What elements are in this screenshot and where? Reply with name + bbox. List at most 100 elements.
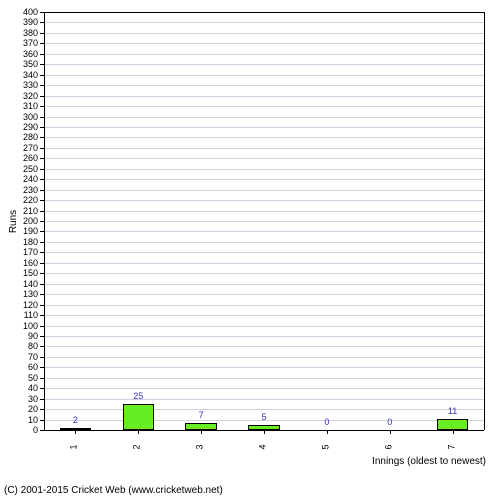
y-tick-label: 310 [16, 101, 38, 111]
y-tick-label: 40 [16, 383, 38, 393]
y-tick-label: 80 [16, 341, 38, 351]
y-tick-label: 250 [16, 164, 38, 174]
grid-line [44, 273, 484, 274]
y-tick-label: 100 [16, 321, 38, 331]
y-tick-label: 210 [16, 206, 38, 216]
y-tick-label: 380 [16, 28, 38, 38]
y-tick-label: 290 [16, 122, 38, 132]
bar-value-label: 0 [387, 417, 392, 427]
x-axis-label: Innings (oldest to newest) [372, 456, 486, 467]
grid-line [44, 117, 484, 118]
y-tick-label: 10 [16, 415, 38, 425]
bar-value-label: 2 [73, 415, 78, 425]
grid-line [44, 190, 484, 191]
bar-value-label: 5 [261, 412, 266, 422]
y-tick-label: 200 [16, 216, 38, 226]
y-tick-label: 230 [16, 185, 38, 195]
grid-line [44, 43, 484, 44]
y-tick-label: 190 [16, 226, 38, 236]
grid-line [44, 85, 484, 86]
x-tick-label: 2 [132, 444, 142, 449]
y-tick-label: 20 [16, 404, 38, 414]
grid-line [44, 33, 484, 34]
grid-line [44, 22, 484, 23]
right-axis-line [484, 12, 485, 430]
grid-line [44, 54, 484, 55]
grid-line [44, 305, 484, 306]
y-tick-label: 120 [16, 300, 38, 310]
data-bar [185, 423, 216, 430]
copyright-text: (C) 2001-2015 Cricket Web (www.cricketwe… [4, 485, 223, 496]
y-tick-label: 50 [16, 373, 38, 383]
grid-line [44, 158, 484, 159]
data-bar [437, 419, 468, 430]
grid-line [44, 367, 484, 368]
y-tick-label: 280 [16, 132, 38, 142]
x-tick-label: 7 [446, 444, 456, 449]
grid-line [44, 106, 484, 107]
grid-line [44, 179, 484, 180]
y-tick-label: 0 [16, 425, 38, 435]
grid-line [44, 294, 484, 295]
y-tick-label: 240 [16, 174, 38, 184]
y-tick-label: 320 [16, 91, 38, 101]
y-tick-label: 360 [16, 49, 38, 59]
bar-value-label: 11 [448, 406, 457, 416]
y-tick-label: 150 [16, 268, 38, 278]
grid-line [44, 221, 484, 222]
grid-line [44, 169, 484, 170]
x-axis-line [44, 430, 484, 431]
grid-line [44, 263, 484, 264]
grid-line [44, 284, 484, 285]
x-tick-label: 3 [195, 444, 205, 449]
x-tick-label: 6 [383, 444, 393, 449]
grid-line [44, 378, 484, 379]
bar-value-label: 7 [199, 410, 204, 420]
y-tick-label: 90 [16, 331, 38, 341]
grid-line [44, 252, 484, 253]
grid-line [44, 315, 484, 316]
y-tick-label: 130 [16, 289, 38, 299]
y-tick-label: 370 [16, 38, 38, 48]
grid-line [44, 137, 484, 138]
y-tick-label: 300 [16, 112, 38, 122]
chart-container: Runs Innings (oldest to newest) 01020304… [0, 0, 500, 500]
y-axis-line [44, 12, 45, 430]
grid-line [44, 388, 484, 389]
bar-value-label: 25 [133, 391, 143, 401]
top-axis-line [44, 12, 484, 13]
grid-line [44, 357, 484, 358]
x-tick-label: 4 [258, 444, 268, 449]
data-bar [123, 404, 154, 430]
grid-line [44, 231, 484, 232]
grid-line [44, 242, 484, 243]
grid-line [44, 211, 484, 212]
y-tick-label: 390 [16, 17, 38, 27]
y-tick-label: 330 [16, 80, 38, 90]
y-tick-label: 30 [16, 394, 38, 404]
y-tick-label: 260 [16, 153, 38, 163]
y-tick-label: 160 [16, 258, 38, 268]
y-tick-label: 340 [16, 70, 38, 80]
y-tick-label: 220 [16, 195, 38, 205]
y-tick-label: 60 [16, 362, 38, 372]
grid-line [44, 75, 484, 76]
y-tick-label: 110 [16, 310, 38, 320]
grid-line [44, 326, 484, 327]
grid-line [44, 200, 484, 201]
bar-value-label: 0 [324, 417, 329, 427]
grid-line [44, 336, 484, 337]
y-tick-label: 400 [16, 7, 38, 17]
x-tick-label: 5 [320, 444, 330, 449]
y-tick-label: 180 [16, 237, 38, 247]
y-tick-label: 270 [16, 143, 38, 153]
y-tick-label: 350 [16, 59, 38, 69]
grid-line [44, 346, 484, 347]
grid-line [44, 409, 484, 410]
grid-line [44, 148, 484, 149]
grid-line [44, 127, 484, 128]
y-tick-label: 140 [16, 279, 38, 289]
x-tick-label: 1 [69, 444, 79, 449]
grid-line [44, 96, 484, 97]
grid-line [44, 399, 484, 400]
